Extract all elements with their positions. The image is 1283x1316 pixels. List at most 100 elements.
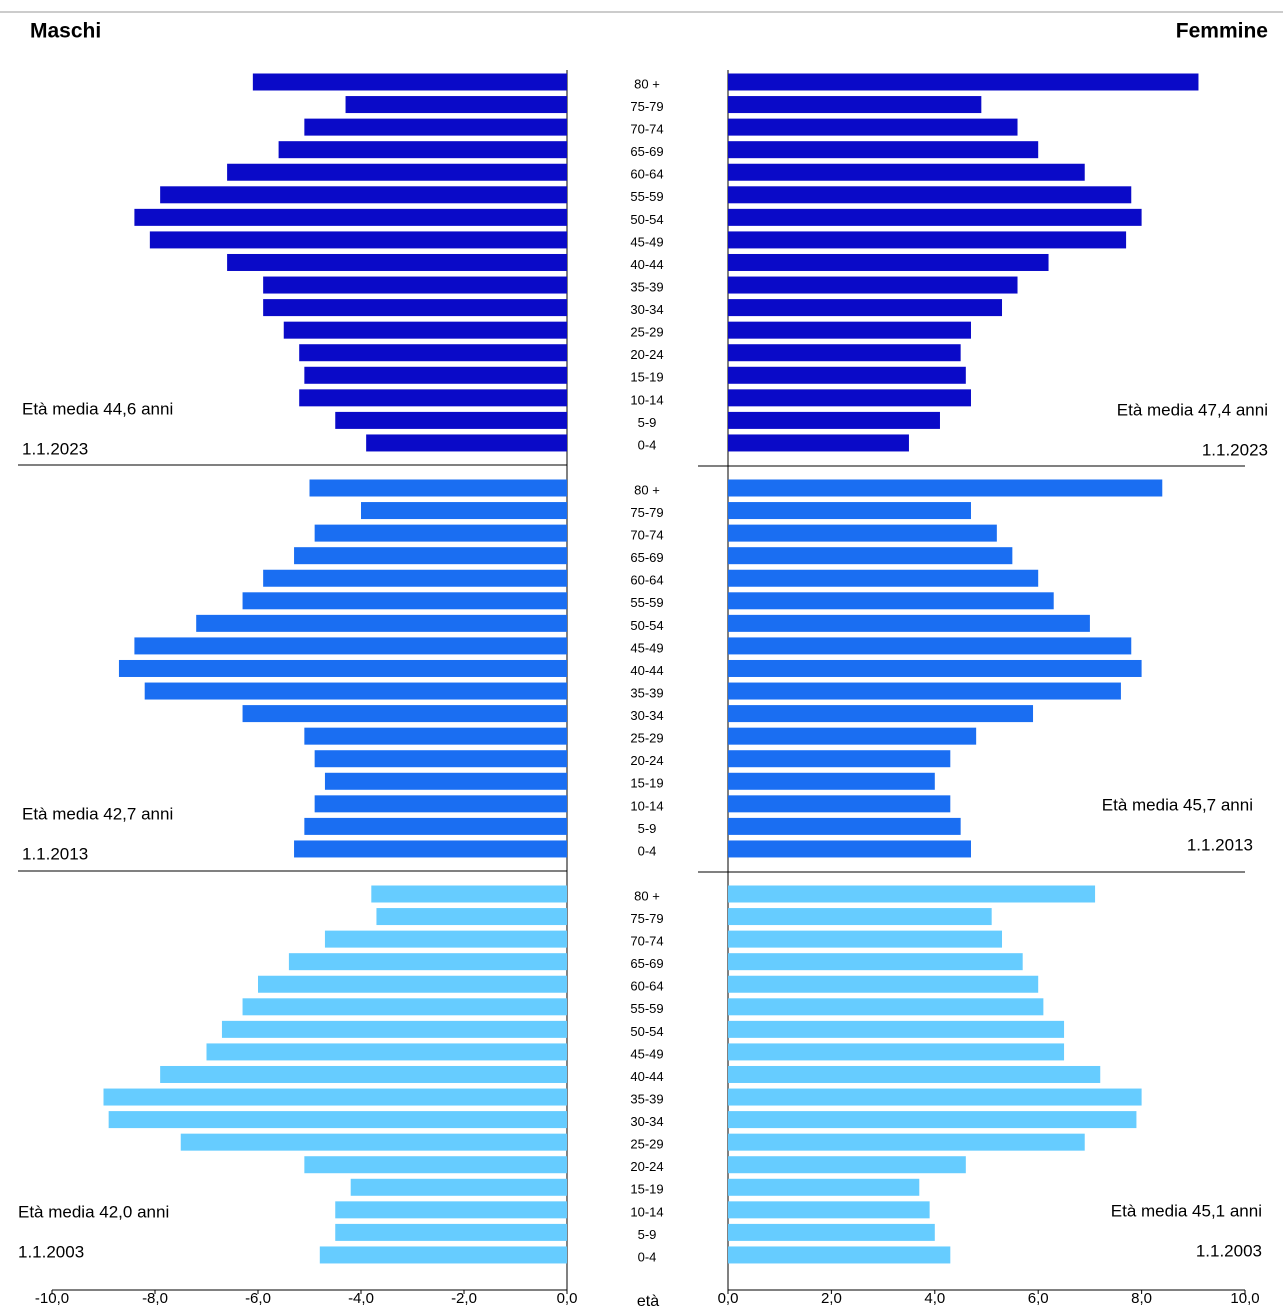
bar (728, 96, 982, 114)
bar (314, 524, 567, 542)
x-tick-label: 0,0 (718, 1290, 739, 1307)
x-label: età (637, 1293, 659, 1310)
bar (728, 772, 935, 790)
bar (728, 547, 1013, 565)
bar (728, 1156, 966, 1174)
bar (728, 975, 1039, 993)
age-label: 10-14 (630, 392, 663, 407)
bar (242, 705, 568, 723)
bar (728, 953, 1023, 971)
age-label: 15-19 (630, 370, 663, 385)
age-label: 70-74 (630, 122, 663, 137)
bar (227, 163, 567, 181)
x-tick-label: 2,0 (821, 1290, 842, 1307)
bar (728, 321, 971, 339)
bar (728, 569, 1039, 587)
bar (728, 1246, 951, 1264)
age-label: 75-79 (630, 99, 663, 114)
age-label: 80 + (634, 482, 660, 497)
bar (728, 253, 1049, 271)
bar (108, 1111, 568, 1129)
bar (252, 73, 567, 91)
bar (288, 953, 567, 971)
annotation: 1.1.2013 (22, 844, 88, 863)
bar (299, 344, 567, 362)
bar (728, 1223, 935, 1241)
bar (728, 1065, 1101, 1083)
bar (304, 366, 567, 384)
age-label: 45-49 (630, 234, 663, 249)
bar (728, 411, 940, 429)
bar (314, 750, 567, 768)
bar (728, 1020, 1065, 1038)
bar (118, 659, 567, 677)
age-label: 40-44 (630, 257, 663, 272)
age-label: 80 + (634, 888, 660, 903)
bar (149, 231, 567, 249)
bar (728, 637, 1132, 655)
age-label: 0-4 (638, 437, 657, 452)
bar (324, 930, 567, 948)
age-label: 55-59 (630, 1001, 663, 1016)
bar (258, 975, 567, 993)
x-tick-label: 4,0 (924, 1290, 945, 1307)
bar (728, 344, 961, 362)
bar (335, 1201, 567, 1219)
bar (728, 231, 1127, 249)
age-label: 20-24 (630, 1159, 663, 1174)
age-label: 55-59 (630, 189, 663, 204)
bar (728, 276, 1018, 294)
bar (294, 547, 567, 565)
right-title: Femmine (1176, 20, 1268, 43)
age-label: 0-4 (638, 843, 657, 858)
bar (242, 998, 568, 1016)
x-tick-label: -8,0 (142, 1290, 168, 1307)
age-label: 20-24 (630, 753, 663, 768)
bar (294, 840, 567, 858)
bar (728, 479, 1163, 497)
bar (728, 908, 992, 926)
bar (728, 1088, 1142, 1106)
bar (728, 614, 1090, 632)
annotation: Età media 45,1 anni (1111, 1201, 1262, 1220)
x-tick-label: -2,0 (451, 1290, 477, 1307)
x-tick-label: 0,0 (557, 1290, 578, 1307)
bar (304, 817, 567, 835)
x-tick-label: -6,0 (245, 1290, 271, 1307)
age-label: 10-14 (630, 798, 663, 813)
annotation: 1.1.2013 (1187, 835, 1253, 854)
x-tick-label: 6,0 (1028, 1290, 1049, 1307)
bar (376, 908, 567, 926)
age-label: 80 + (634, 76, 660, 91)
age-label: 50-54 (630, 212, 663, 227)
age-label: 75-79 (630, 911, 663, 926)
age-label: 15-19 (630, 1182, 663, 1197)
age-label: 35-39 (630, 685, 663, 700)
bar (728, 750, 951, 768)
bar (314, 795, 567, 813)
bar (728, 659, 1142, 677)
age-label: 70-74 (630, 934, 663, 949)
bar (299, 389, 567, 407)
age-label: 60-64 (630, 573, 663, 588)
bar (728, 208, 1142, 226)
bar (160, 1065, 567, 1083)
bar (134, 208, 567, 226)
age-label: 45-49 (630, 640, 663, 655)
age-label: 30-34 (630, 302, 663, 317)
age-label: 65-69 (630, 550, 663, 565)
annotation: Età media 45,7 anni (1102, 795, 1253, 814)
annotation: Età media 42,7 anni (22, 804, 173, 823)
bar (728, 524, 997, 542)
bar (134, 637, 567, 655)
bar (728, 795, 951, 813)
left-title: Maschi (30, 20, 101, 43)
age-label: 60-64 (630, 979, 663, 994)
bar (728, 1178, 920, 1196)
bar (309, 479, 567, 497)
annotation: 1.1.2003 (18, 1242, 84, 1261)
bar (227, 253, 567, 271)
x-tick-label: 10,0 (1230, 1290, 1259, 1307)
age-label: 70-74 (630, 528, 663, 543)
